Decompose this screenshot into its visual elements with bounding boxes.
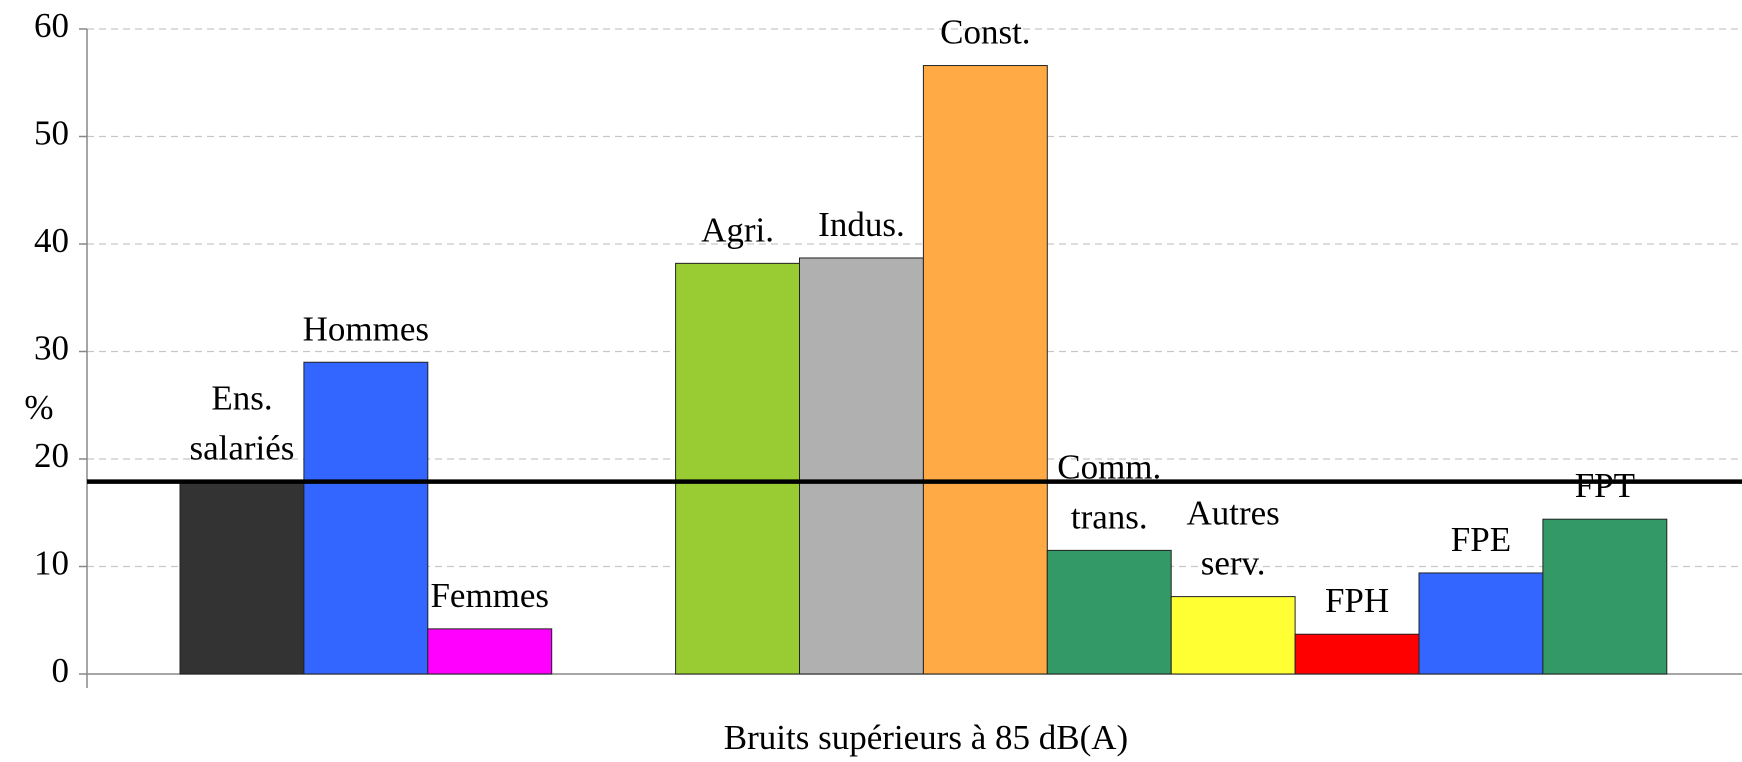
y-tick-label: 30 bbox=[34, 329, 69, 368]
category-label: FPH bbox=[1325, 581, 1389, 620]
bar bbox=[799, 257, 924, 675]
bar bbox=[427, 628, 553, 675]
bar bbox=[922, 65, 1048, 675]
y-axis-label: % bbox=[24, 388, 53, 427]
y-tick-label: 10 bbox=[34, 544, 69, 583]
category-label: FPT bbox=[1575, 466, 1635, 505]
y-tick-label: 0 bbox=[52, 651, 70, 690]
category-label: Ens. bbox=[211, 379, 272, 418]
bar bbox=[1418, 572, 1544, 675]
bar bbox=[1170, 596, 1296, 675]
category-label: Hommes bbox=[303, 309, 429, 348]
category-label: Femmes bbox=[430, 576, 549, 615]
x-axis-label: Bruits supérieurs à 85 dB(A) bbox=[724, 718, 1128, 757]
category-label: Autres bbox=[1186, 494, 1279, 533]
y-tick-label: 50 bbox=[34, 114, 69, 153]
bar bbox=[675, 262, 800, 675]
bar bbox=[1542, 518, 1668, 675]
category-label: Const. bbox=[940, 13, 1030, 52]
category-label: Agri. bbox=[701, 210, 774, 249]
category-label: Indus. bbox=[818, 205, 905, 244]
bar bbox=[303, 361, 429, 675]
category-label: FPE bbox=[1451, 520, 1511, 559]
bar bbox=[1046, 549, 1172, 675]
bar bbox=[179, 481, 305, 675]
category-label: salariés bbox=[189, 429, 294, 468]
category-label: serv. bbox=[1201, 544, 1266, 583]
y-tick-label: 40 bbox=[34, 221, 69, 260]
bar bbox=[1294, 633, 1420, 675]
y-tick-label: 20 bbox=[34, 436, 69, 475]
category-label: trans. bbox=[1071, 497, 1148, 536]
y-tick-label: 60 bbox=[34, 6, 69, 45]
